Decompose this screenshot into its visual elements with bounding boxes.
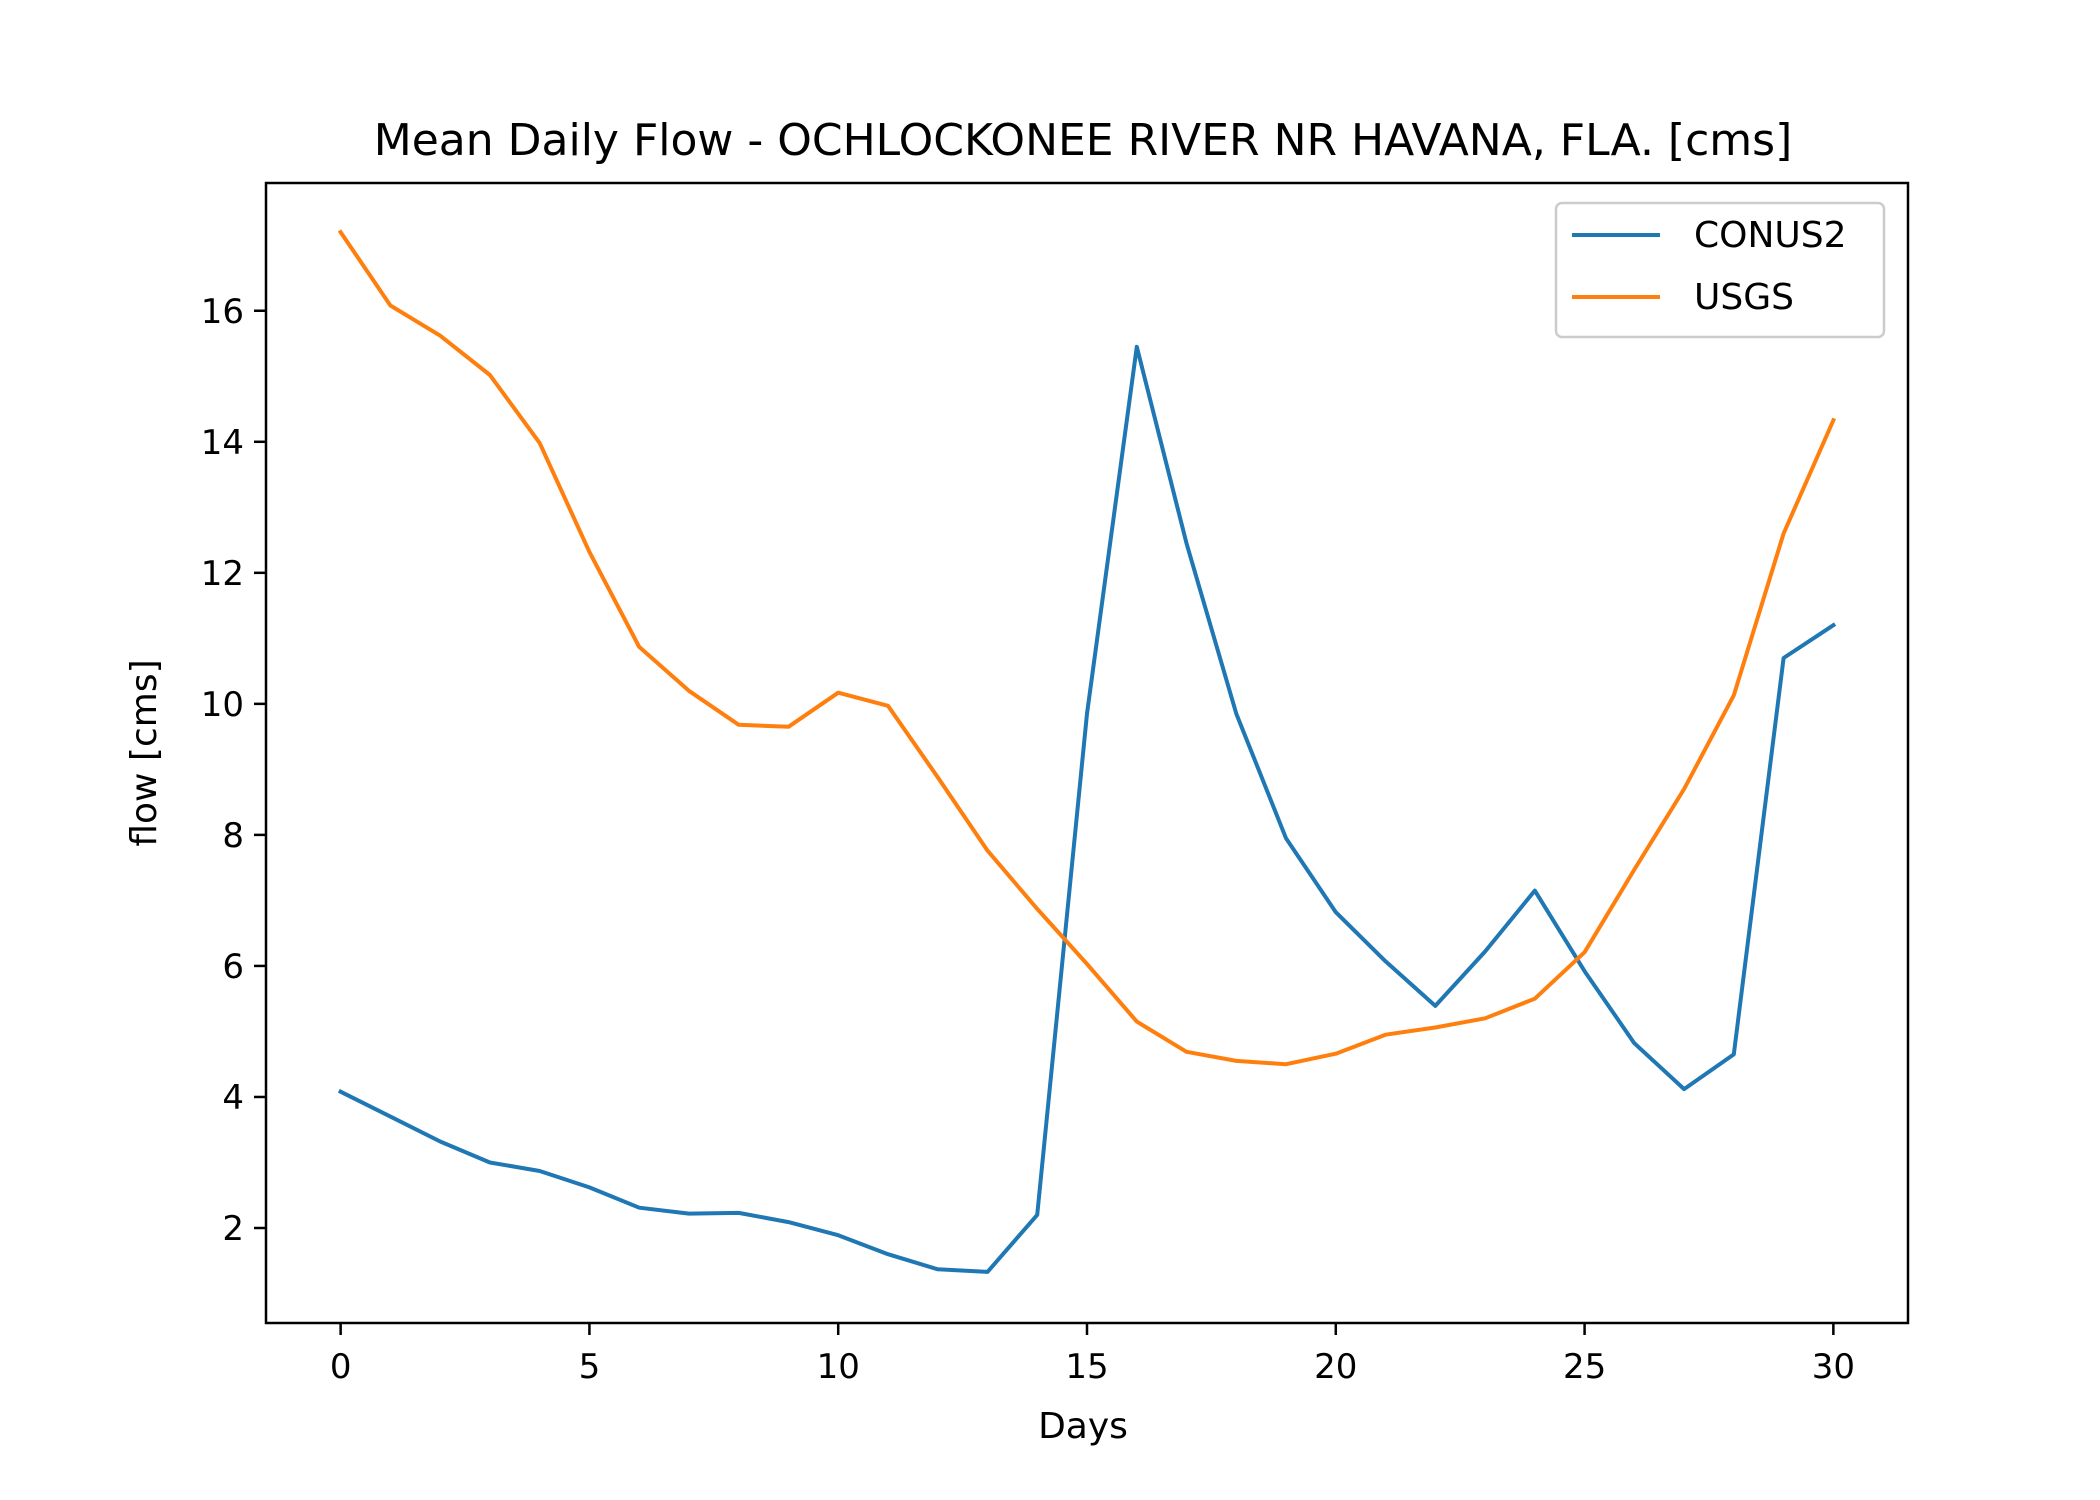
- legend-label-conus2: CONUS2: [1694, 215, 1847, 256]
- x-tick-label: 20: [1314, 1347, 1357, 1387]
- x-tick-label: 30: [1812, 1347, 1855, 1387]
- series-line-conus2: [337, 344, 1837, 1274]
- y-tick-label: 14: [201, 423, 244, 463]
- chart-title: Mean Daily Flow - OCHLOCKONEE RIVER NR H…: [374, 115, 1792, 166]
- series-layer: [337, 229, 1837, 1274]
- y-tick-label: 6: [222, 947, 244, 987]
- y-tick-label: 12: [201, 554, 244, 594]
- x-tick-label: 5: [579, 1347, 601, 1387]
- x-tick-label: 10: [817, 1347, 860, 1387]
- plot-area: [264, 181, 1910, 1325]
- x-tick-label: 25: [1563, 1347, 1606, 1387]
- plot-background: [266, 183, 1908, 1323]
- y-tick-label: 4: [222, 1078, 244, 1118]
- x-axis-label: Days: [1038, 1406, 1128, 1447]
- y-axis: 2 4 6 8 10 12 14 16: [201, 292, 266, 1249]
- x-axis: 0 5 10 15 20 25 30: [330, 1323, 1855, 1387]
- legend: CONUS2 USGS: [1554, 201, 1886, 339]
- legend-label-usgs: USGS: [1694, 277, 1794, 318]
- series-line-usgs: [337, 229, 1837, 1067]
- y-axis-label: flow [cms]: [124, 659, 165, 846]
- y-tick-label: 2: [222, 1209, 244, 1249]
- y-tick-label: 10: [201, 685, 244, 725]
- y-tick-label: 16: [201, 292, 244, 332]
- x-tick-label: 0: [330, 1347, 352, 1387]
- y-tick-label: 8: [222, 816, 244, 856]
- x-tick-label: 15: [1065, 1347, 1108, 1387]
